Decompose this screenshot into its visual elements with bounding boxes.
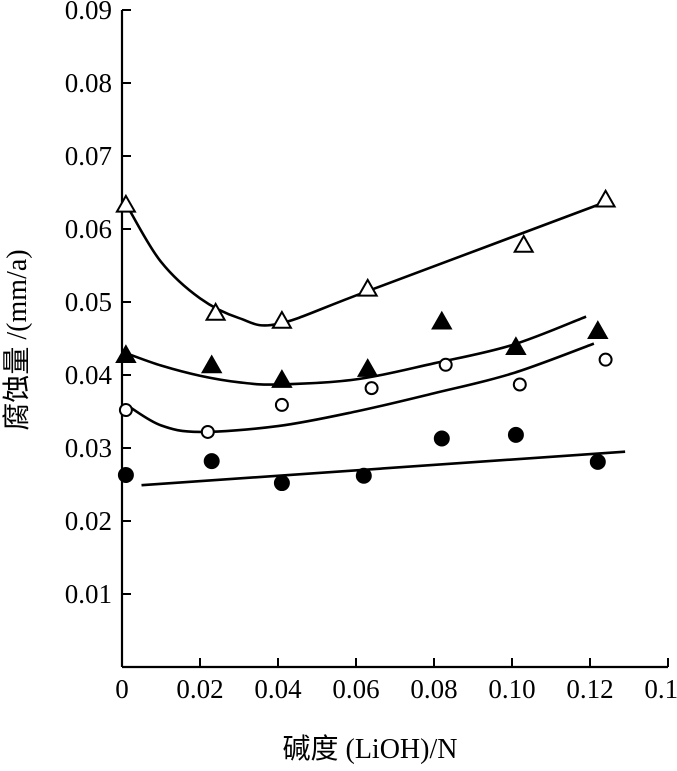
y-tick-label: 0.06	[65, 214, 112, 244]
data-point-triangle-filled	[200, 354, 223, 374]
data-markers	[115, 188, 617, 492]
data-point-triangle-filled	[271, 369, 293, 388]
data-point-circle-open	[118, 403, 133, 418]
data-point-triangle-open	[594, 188, 617, 208]
y-tick-label: 0.07	[65, 141, 112, 171]
data-point-circle-filled	[273, 475, 290, 492]
data-point-triangle-filled	[356, 358, 379, 377]
data-point-triangle-open	[271, 309, 293, 329]
y-tick-label: 0.05	[65, 287, 112, 317]
data-point-circle-open	[364, 381, 379, 396]
fit-line-triangle-open	[128, 200, 607, 327]
data-point-circle-filled	[203, 453, 220, 470]
data-point-circle-filled	[355, 467, 372, 484]
y-tick-label: 0.01	[65, 579, 112, 609]
y-tick-label: 0.03	[65, 433, 112, 463]
y-tick-label: 0.02	[65, 506, 112, 536]
data-point-triangle-filled	[115, 344, 137, 364]
data-point-circle-filled	[507, 426, 524, 443]
data-point-circle-open	[512, 377, 527, 392]
x-tick-label: 0.14	[644, 674, 677, 704]
x-tick-label: 0	[115, 674, 129, 704]
data-point-circle-filled	[589, 453, 606, 470]
x-tick-label: 0.06	[332, 674, 379, 704]
data-point-circle-open	[438, 357, 453, 372]
fit-line-circle-open	[129, 342, 595, 434]
x-tick-label: 0.10	[488, 674, 535, 704]
y-tick-label: 0.08	[65, 68, 112, 98]
x-tick-label: 0.08	[410, 674, 457, 704]
data-point-triangle-filled	[431, 310, 453, 330]
data-point-circle-filled	[117, 467, 134, 484]
data-point-circle-filled	[433, 430, 450, 447]
data-point-triangle-open	[512, 234, 535, 253]
data-point-circle-open	[274, 397, 289, 412]
data-point-triangle-filled	[587, 320, 609, 339]
tick-labels: 0 0.02 0.04 0.06 0.08 0.10 0.12 0.14 0.01 0.02 0.0…	[65, 0, 677, 704]
x-axis-label: 碱度 (LiOH)/N	[283, 733, 458, 765]
x-tick-label: 0.12	[566, 674, 613, 704]
y-tick-label: 0.04	[65, 360, 113, 390]
y-tick-label: 0.09	[65, 0, 112, 25]
data-point-triangle-open	[204, 301, 227, 321]
data-point-circle-open	[200, 424, 215, 439]
data-point-triangle-open	[356, 277, 379, 297]
fit-curves	[128, 200, 626, 487]
x-tick-label: 0.04	[254, 674, 302, 704]
y-axis-label: 腐蚀量 /(mm/a)	[1, 249, 33, 430]
x-tick-label: 0.02	[176, 674, 223, 704]
data-point-triangle-open	[115, 193, 137, 213]
axes	[120, 9, 669, 669]
data-point-triangle-filled	[505, 336, 527, 356]
data-point-circle-open	[598, 352, 613, 367]
fit-line-circle-filled	[141, 450, 626, 487]
